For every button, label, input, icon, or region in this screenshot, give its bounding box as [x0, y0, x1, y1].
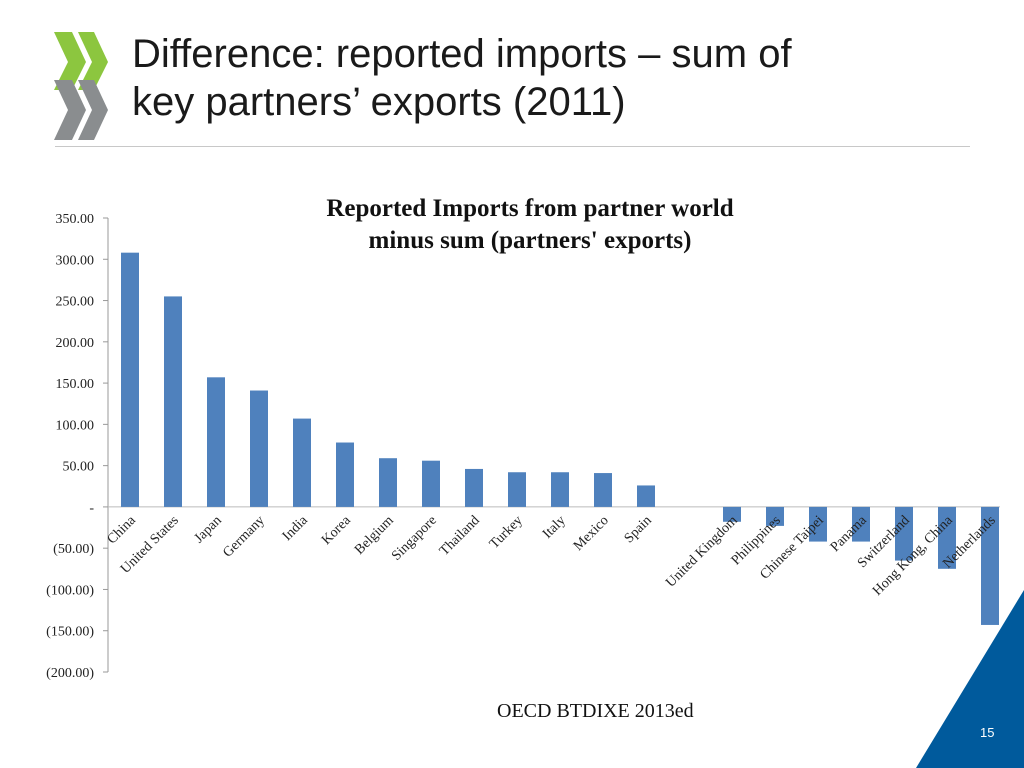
- bar: [981, 506, 999, 625]
- bar: [293, 418, 311, 507]
- bar: [336, 442, 354, 507]
- bar: [766, 506, 784, 526]
- logo-green-chevron-1: [54, 32, 86, 90]
- y-tick-label: -: [89, 501, 94, 516]
- logo-green-chevron-2: [78, 32, 108, 90]
- x-tick-label: Japan: [192, 513, 225, 546]
- page-number: 15: [980, 725, 995, 740]
- bar: [121, 252, 139, 507]
- y-tick-label: 150.00: [56, 377, 95, 392]
- title-divider: [55, 146, 970, 147]
- bar: [637, 485, 655, 507]
- logo-gray-chevron-2: [78, 80, 108, 140]
- x-tick-label: Korea: [319, 513, 354, 548]
- y-tick-label: 300.00: [56, 253, 95, 268]
- y-tick-label: 250.00: [56, 295, 95, 310]
- bar: [465, 468, 483, 507]
- corner-decoration: [916, 590, 1024, 768]
- bars: [121, 252, 999, 625]
- y-tick-label: 50.00: [63, 460, 95, 475]
- oecd-chevron-logo-icon: [54, 32, 108, 140]
- y-tick-label: 200.00: [56, 336, 95, 351]
- bar: [895, 506, 913, 561]
- bar: [551, 472, 569, 507]
- slide-title-line-2: key partners’ exports (2011): [132, 80, 626, 124]
- logo-gray-chevron-1: [54, 80, 86, 140]
- x-tick-label: India: [280, 513, 312, 545]
- y-tick-label: (50.00): [53, 542, 94, 557]
- slide-title: Difference: reported imports – sum of ke…: [132, 30, 992, 126]
- x-tick-label: Thailand: [437, 513, 483, 559]
- bar: [422, 460, 440, 507]
- x-tick-label: Mexico: [571, 513, 612, 554]
- y-tick-label: 100.00: [56, 418, 95, 433]
- y-tick-label: (150.00): [46, 625, 94, 640]
- bar: [938, 506, 956, 569]
- bar: [379, 458, 397, 507]
- source-note: OECD BTDIXE 2013ed: [497, 700, 694, 722]
- chart-title-line-2: minus sum (partners' exports): [369, 227, 692, 254]
- bar: [723, 506, 741, 522]
- bar: [207, 377, 225, 507]
- bar-chart: Reported Imports from partner world minu…: [46, 195, 1000, 681]
- bar: [250, 390, 268, 507]
- bar: [508, 472, 526, 507]
- x-tick-label: United Kingdom: [663, 513, 741, 591]
- bar: [852, 506, 870, 542]
- x-tick-label: Turkey: [487, 513, 526, 552]
- bar: [809, 506, 827, 542]
- chart-title-line-1: Reported Imports from partner world: [326, 195, 733, 222]
- x-tick-label: Singapore: [389, 513, 440, 564]
- x-tick-label: Italy: [540, 513, 569, 542]
- y-tick-label: (200.00): [46, 666, 94, 681]
- y-axis: 350.00 300.00 250.00 200.00 150.00 100.00 50.0…: [46, 212, 1000, 681]
- corner-blue-triangle: [916, 590, 1024, 768]
- x-tick-label: China: [105, 513, 140, 548]
- slide-title-line-1: Difference: reported imports – sum of: [132, 32, 792, 76]
- x-tick-label: Germany: [220, 513, 267, 560]
- y-tick-label: (100.00): [46, 583, 94, 598]
- x-tick-label: Spain: [622, 513, 655, 546]
- y-tick-label: 350.00: [56, 212, 95, 227]
- bar: [594, 473, 612, 507]
- bar: [164, 296, 182, 507]
